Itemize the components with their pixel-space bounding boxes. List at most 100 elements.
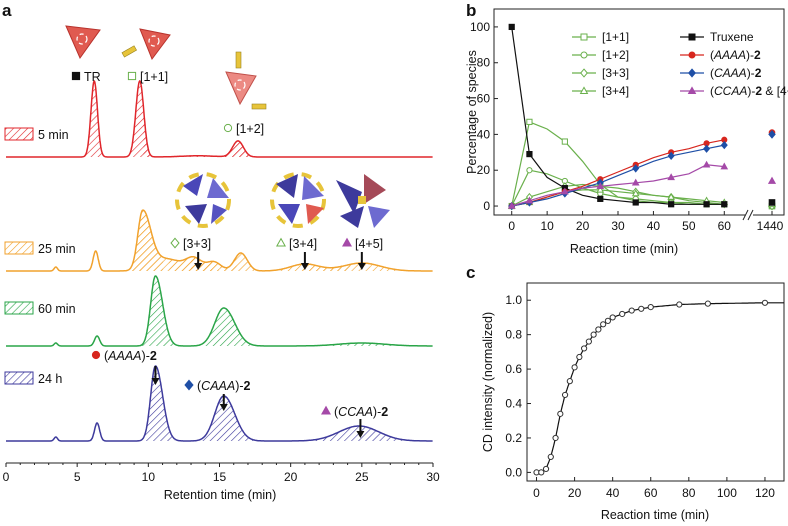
y-tick-label: 60 bbox=[477, 92, 491, 106]
annotation-arrowhead bbox=[194, 263, 203, 270]
three-plus-three-molecule-icon bbox=[175, 172, 231, 228]
trace-time-label: 24 h bbox=[38, 372, 62, 386]
annotation-marker bbox=[127, 71, 137, 81]
cd-data-point bbox=[538, 469, 545, 476]
data-point bbox=[667, 192, 675, 200]
data-point bbox=[721, 201, 728, 208]
data-point bbox=[702, 160, 711, 168]
x-tick-label: 120 bbox=[755, 486, 775, 500]
cd-data-point bbox=[557, 410, 564, 417]
legend-marker bbox=[688, 51, 696, 59]
x-tick-label: 0 bbox=[533, 486, 540, 500]
series-line bbox=[511, 139, 725, 207]
legend-entry-caaa-2: (CAAA)-2 bbox=[680, 66, 762, 80]
data-point bbox=[632, 164, 640, 173]
peak-hatch-fill bbox=[136, 366, 175, 441]
panel-c-x-axis-label: Reaction time (min) bbox=[601, 508, 709, 522]
y-tick-label: 0.4 bbox=[505, 397, 522, 411]
annotation-label: [1+2] bbox=[236, 122, 264, 136]
data-point bbox=[526, 118, 533, 125]
legend-label: [1+1] bbox=[602, 30, 629, 44]
annotation-marker bbox=[170, 237, 180, 249]
panel-letter-c: c bbox=[466, 263, 475, 282]
trace-legend-swatch bbox=[4, 127, 34, 141]
panel-a-chromatograms: 5 min 25 min 60 min 24 h TR [1+1] [1+2] [3+3] [… bbox=[3, 25, 440, 502]
series-line bbox=[511, 164, 725, 207]
x-tick-label: 100 bbox=[717, 486, 737, 500]
axis-break-gap bbox=[745, 211, 753, 219]
data-point bbox=[631, 178, 640, 186]
data-point-1440 bbox=[768, 129, 776, 139]
data-point bbox=[597, 195, 604, 202]
legend-entry-ccaa-2-4-5: (CCAA)-2 & [4+5] bbox=[680, 84, 788, 98]
series-line bbox=[511, 144, 725, 207]
legend-marker bbox=[580, 51, 588, 59]
data-point bbox=[703, 201, 710, 208]
x-tick-label: 30 bbox=[426, 470, 440, 484]
peak-hatch-fill bbox=[83, 81, 105, 157]
series-3-4 bbox=[507, 185, 777, 209]
data-point bbox=[596, 185, 605, 193]
chromatogram-line bbox=[6, 80, 433, 158]
trace-legend-swatch bbox=[4, 241, 34, 255]
cd-data-point bbox=[566, 378, 573, 385]
peak-annotation-caaa-2: (CAAA)-2 bbox=[184, 379, 251, 411]
series-ccaa-2-4-5 bbox=[507, 160, 777, 209]
y-tick-label: 40 bbox=[477, 127, 491, 141]
data-point bbox=[632, 199, 639, 206]
x-tick-label: 10 bbox=[142, 470, 156, 484]
cd-data-point bbox=[547, 453, 554, 460]
y-tick-label: 0.2 bbox=[505, 431, 522, 445]
chromatogram-trace-5-min: 5 min bbox=[4, 80, 433, 158]
legend-entry-3-3: [3+3] bbox=[572, 66, 629, 80]
data-point-1440 bbox=[768, 199, 776, 206]
peak-hatch-fill bbox=[127, 81, 153, 157]
cd-data-point bbox=[604, 317, 612, 324]
panel-c-frame bbox=[526, 282, 785, 482]
legend-label: [1+2] bbox=[602, 48, 629, 62]
data-point bbox=[507, 201, 516, 209]
legend-marker bbox=[580, 33, 588, 41]
peak-hatch-fill bbox=[136, 276, 175, 346]
annotation-label: [4+5] bbox=[355, 237, 383, 251]
legend-entry-1-1: [1+1] bbox=[572, 30, 629, 44]
annotation-arrowhead bbox=[219, 404, 228, 411]
annotation-label: (CCAA)-2 bbox=[334, 405, 388, 419]
data-point bbox=[561, 187, 569, 195]
panel-letter-b: b bbox=[466, 1, 476, 20]
cd-data-point bbox=[600, 321, 607, 328]
series-line bbox=[511, 169, 725, 207]
annotation-arrowhead bbox=[356, 431, 365, 438]
legend-label: (CAAA)-2 bbox=[710, 66, 762, 80]
y-tick-label: 100 bbox=[470, 20, 490, 34]
x-tick-label: 30 bbox=[611, 219, 625, 233]
x-tick-label: 20 bbox=[284, 470, 298, 484]
x-tick-label: 60 bbox=[644, 486, 658, 500]
peak-annotation-tr: TR bbox=[71, 70, 101, 84]
cd-data-point bbox=[585, 338, 592, 345]
chromatogram-trace-60-min: 60 min bbox=[4, 275, 433, 347]
annotation-marker bbox=[342, 237, 352, 247]
cd-data-point bbox=[581, 345, 588, 352]
x-tick-label-1440: 1440 bbox=[757, 219, 784, 233]
peak-hatch-fill bbox=[191, 308, 256, 346]
legend-marker bbox=[687, 86, 697, 95]
annotation-label: [3+3] bbox=[183, 237, 211, 251]
cd-data-point bbox=[571, 364, 578, 371]
three-plus-four-molecule-icon bbox=[270, 172, 326, 228]
series-aaaa-2 bbox=[508, 129, 776, 210]
legend-label: (CCAA)-2 & [4+5] bbox=[710, 84, 788, 98]
data-point bbox=[561, 138, 568, 145]
series-truxene bbox=[508, 23, 776, 208]
legend-entry-truxene: Truxene bbox=[680, 30, 754, 44]
legend-marker bbox=[579, 86, 589, 95]
annotation-label: (AAAA)-2 bbox=[104, 349, 157, 363]
panel-c-y-axis-label: CD intensity (normalized) bbox=[481, 312, 495, 452]
x-tick-label: 0 bbox=[3, 470, 10, 484]
x-tick-label: 80 bbox=[682, 486, 696, 500]
cd-data-point bbox=[609, 314, 616, 321]
x-tick-label: 20 bbox=[576, 219, 590, 233]
cd-data-point bbox=[647, 304, 654, 311]
cd-data-point bbox=[676, 301, 683, 308]
cd-data-point bbox=[638, 305, 645, 312]
